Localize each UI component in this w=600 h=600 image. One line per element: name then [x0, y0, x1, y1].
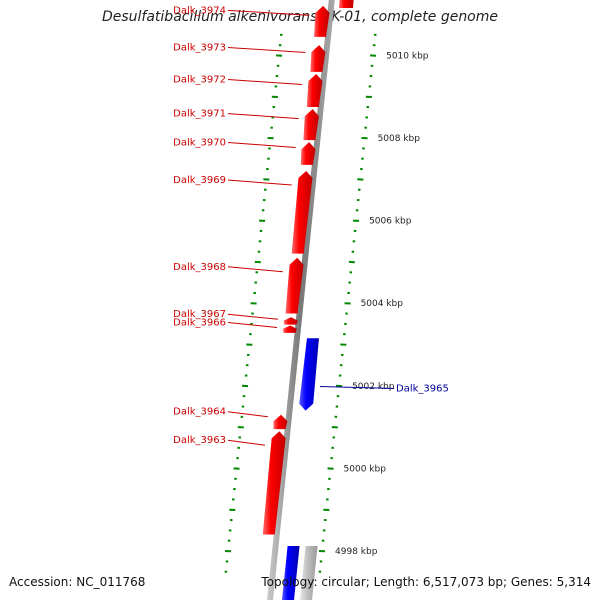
gene-label: Dalk_3973: [173, 42, 226, 53]
leader-line: [227, 322, 278, 328]
leader-line: [227, 439, 266, 446]
gene-label: Dalk_3972: [173, 75, 226, 86]
scale-label: 5002 kbp: [352, 382, 395, 392]
gene-arrow-dalk_3969: [291, 171, 313, 254]
scale-label: 4998 kbp: [335, 547, 378, 557]
gene-label: Dalk_3969: [173, 175, 226, 186]
gene-label: Dalk_3966: [173, 318, 226, 329]
scale-label: 5000 kbp: [344, 464, 387, 474]
gene-arrow-dalk_3967: [283, 317, 298, 325]
scale-label: 5010 kbp: [386, 51, 429, 61]
gene-label: Dalk_3974: [173, 5, 226, 16]
gene-arrow-dalk_3973: [310, 45, 326, 72]
scale-label: 5006 kbp: [369, 217, 412, 227]
gene-label: Dalk_3968: [173, 262, 226, 273]
gene-arrow-offscreen-top: [338, 0, 354, 8]
gene-arrow-dalk_3966: [282, 325, 297, 333]
leader-line: [227, 79, 303, 86]
gene-label: Dalk_3963: [173, 435, 226, 446]
accession-text: Accession: NC_011768: [9, 575, 146, 589]
leader-line: [319, 385, 395, 389]
gene-arrow-dalk_3972: [306, 73, 323, 108]
map-title: Desulfatibacillum alkenivorans AK-01, co…: [101, 9, 499, 25]
gene-arrow-dalk_3968: [285, 257, 304, 314]
gene-label: Dalk_3967: [173, 309, 226, 320]
gene-labels: Dalk_3974 Dalk_3973 Dalk_3972 Dalk_3971 Dalk…: [173, 5, 449, 446]
gene-arrow-dalk_3974: [314, 5, 330, 37]
gene-arrow-offscreen-bottom-reverse: [282, 546, 300, 600]
gene-label: Dalk_3971: [173, 109, 226, 120]
scale-ticks: 5010 kbp 5008 kbp 5006 kbp 5004 kbp 5002 kbp…: [224, 33, 429, 573]
gene-label: Dalk_3965: [396, 383, 449, 394]
gene-features: [262, 0, 354, 600]
leader-line: [227, 266, 283, 273]
gene-arrow-dalk_3965: [299, 338, 319, 411]
scale-label: 5004 kbp: [361, 299, 404, 309]
topology-text: Topology: circular; Length: 6,517,073 bp…: [261, 575, 591, 589]
feature-offscreen-bottom-grey: [300, 546, 318, 600]
leader-line: [227, 46, 306, 53]
leader-line: [227, 9, 310, 16]
leader-line: [227, 313, 278, 320]
gene-arrow-dalk_3971: [303, 109, 319, 141]
leader-line: [227, 411, 268, 418]
gene-label: Dalk_3970: [173, 137, 226, 148]
gene-arrow-dalk_3963: [262, 431, 286, 535]
gene-arrow-dalk_3964: [273, 414, 288, 430]
leader-line: [227, 141, 296, 148]
leader-line: [227, 179, 292, 186]
gene-label: Dalk_3964: [173, 407, 226, 418]
gene-arrow-dalk_3970: [300, 142, 316, 165]
leader-line: [227, 113, 299, 120]
scale-label: 5008 kbp: [378, 134, 421, 144]
